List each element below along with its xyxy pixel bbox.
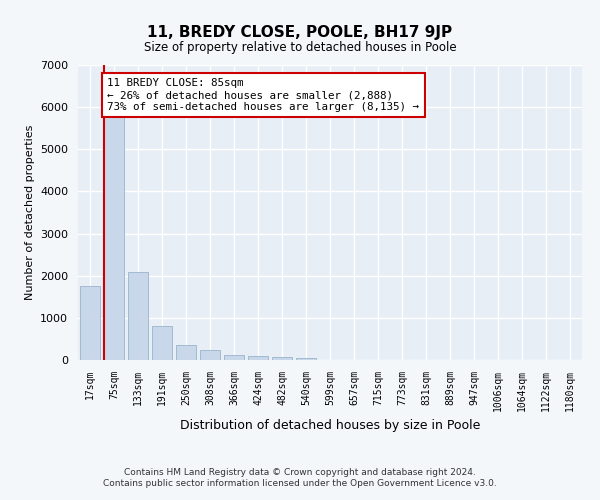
Bar — [104, 116, 124, 360]
Text: Contains HM Land Registry data © Crown copyright and database right 2024.
Contai: Contains HM Land Registry data © Crown c… — [103, 468, 497, 487]
Y-axis label: Number of detached properties: Number of detached properties — [25, 125, 35, 300]
Bar — [176, 345, 196, 360]
Bar — [224, 354, 244, 360]
Bar — [200, 350, 220, 360]
Bar — [272, 357, 292, 360]
Text: 11, BREDY CLOSE, POOLE, BH17 9JP: 11, BREDY CLOSE, POOLE, BH17 9JP — [148, 25, 452, 40]
Bar — [152, 326, 172, 360]
Bar — [80, 286, 100, 360]
Text: 11 BREDY CLOSE: 85sqm
← 26% of detached houses are smaller (2,888)
73% of semi-d: 11 BREDY CLOSE: 85sqm ← 26% of detached … — [107, 78, 419, 112]
Bar — [296, 358, 316, 360]
Text: Size of property relative to detached houses in Poole: Size of property relative to detached ho… — [143, 41, 457, 54]
X-axis label: Distribution of detached houses by size in Poole: Distribution of detached houses by size … — [180, 419, 480, 432]
Bar — [128, 272, 148, 360]
Bar — [248, 356, 268, 360]
